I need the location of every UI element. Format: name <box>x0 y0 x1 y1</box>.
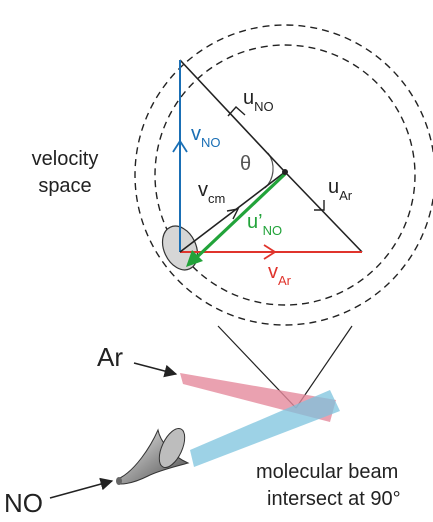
v-no-chevron <box>172 139 188 153</box>
no-beam <box>190 390 340 467</box>
u-ar-line <box>284 171 363 253</box>
caption-line-1: molecular beam <box>256 461 398 483</box>
v-ar-chevron <box>263 244 277 260</box>
velocity-space-label-2: space <box>38 175 91 197</box>
funnel-nozzle-icon <box>119 428 190 485</box>
v-cm-label: vcm <box>198 179 225 206</box>
u-no-chevron <box>227 106 246 117</box>
center-of-mass-dot <box>282 169 288 175</box>
nozzle-mouth <box>158 428 186 468</box>
v-no-label: vNO <box>191 123 221 150</box>
u-ar-label: uAr <box>328 176 353 203</box>
theta-label: θ <box>240 153 251 175</box>
beam-no-label: NO <box>4 488 43 518</box>
velocity-space-label: velocity <box>32 148 99 170</box>
ar-pointer-arrow <box>133 362 178 378</box>
u-prime-no-label: u’NO <box>247 211 282 238</box>
beam-ar-label: Ar <box>97 342 123 372</box>
zoom-line-right <box>295 325 353 409</box>
outer-dashed-circle <box>134 24 433 326</box>
u-ar-chevron <box>314 200 325 211</box>
u-no-label: uNO <box>243 87 274 114</box>
v-cm-chevron <box>226 208 240 220</box>
v-ar-label: vAr <box>268 261 292 288</box>
caption-line-2: intersect at 90° <box>267 488 401 510</box>
u-no-line <box>179 59 286 173</box>
v-cm-line <box>179 171 286 253</box>
inner-dashed-circle <box>154 44 416 306</box>
nozzle-tip <box>116 477 122 485</box>
u-prime-no-arrow <box>194 172 287 260</box>
u-prime-no-head <box>186 250 203 267</box>
no-pointer-arrow <box>49 477 114 499</box>
